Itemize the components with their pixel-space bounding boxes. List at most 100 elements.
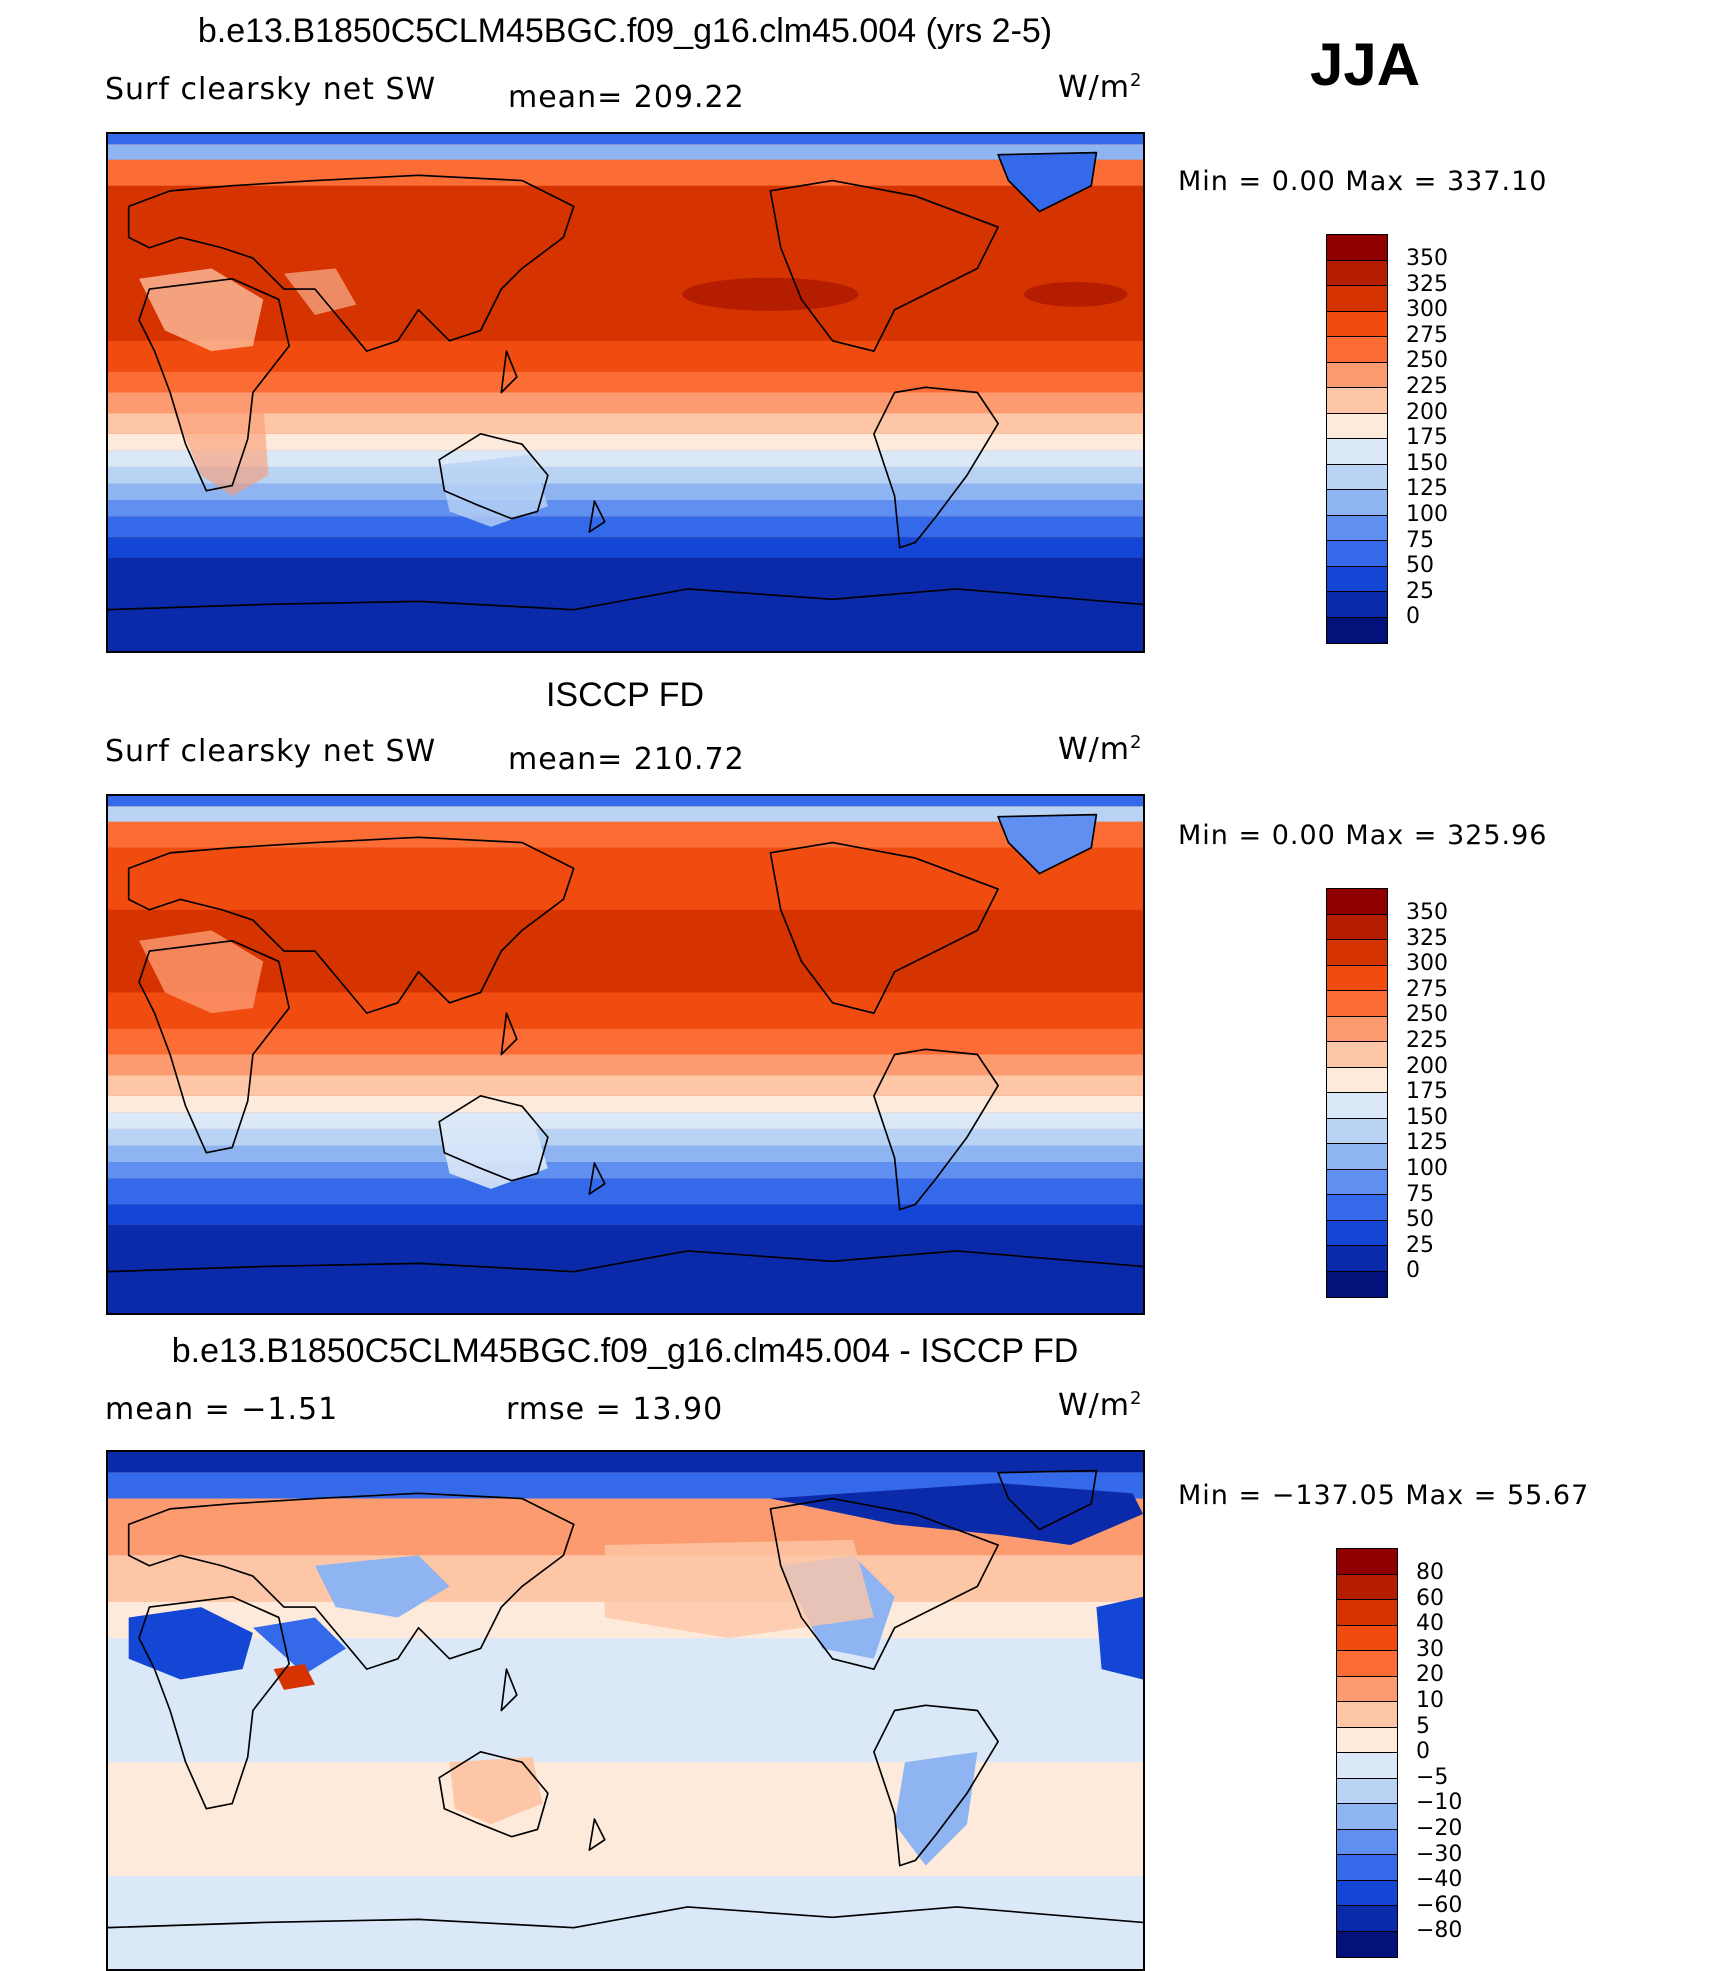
colorbar-swatch <box>1337 1804 1397 1830</box>
colorbar-tick-label: 100 <box>1406 1156 1448 1181</box>
colorbar-tick-label: 10 <box>1416 1688 1444 1713</box>
colorbar-swatch <box>1327 311 1387 337</box>
colorbar-tick-label: 50 <box>1406 1207 1434 1233</box>
colorbar-swatch <box>1337 1574 1397 1600</box>
panel-1-map-field <box>108 134 1143 651</box>
colorbar-swatch <box>1337 1651 1397 1677</box>
colorbar-swatch <box>1337 1702 1397 1728</box>
panel-2-units: W/m2 <box>1058 732 1143 767</box>
colorbar-tick-label: 0 <box>1406 1258 1420 1284</box>
colorbar-tick-label: 200 <box>1406 399 1448 425</box>
colorbar-swatch <box>1327 1093 1387 1119</box>
panel-3-mean-label: mean = −1.51 <box>105 1392 339 1427</box>
colorbar-swatch <box>1327 1144 1387 1170</box>
colorbar-swatch <box>1327 1016 1387 1042</box>
colorbar-swatch <box>1327 1118 1387 1144</box>
panel-1-units: W/m2 <box>1058 70 1143 105</box>
colorbar-swatch <box>1327 1246 1387 1272</box>
colorbar-tick-label: 325 <box>1406 271 1448 297</box>
colorbar-tick-label: 80 <box>1416 1560 1444 1585</box>
colorbar-swatch <box>1337 1625 1397 1651</box>
panel-1-map <box>106 132 1145 653</box>
colorbar-tick-label: 350 <box>1406 900 1448 925</box>
colorbar-swatch <box>1327 566 1387 592</box>
colorbar-swatch <box>1337 1855 1397 1881</box>
colorbar-tick-label: 275 <box>1406 976 1448 1002</box>
colorbar-swatch <box>1327 1195 1387 1221</box>
colorbar-swatch <box>1327 940 1387 966</box>
panel-2-min-max: Min = 0.00 Max = 325.96 <box>1178 820 1548 851</box>
colorbar-swatch <box>1327 617 1387 643</box>
panel-2-title: ISCCP FD <box>545 676 705 714</box>
colorbar-swatch <box>1337 1931 1397 1957</box>
panel-1-title: b.e13.B1850C5CLM45BGC.f09_g16.clm45.004 … <box>197 12 1053 50</box>
colorbar-swatch <box>1327 439 1387 465</box>
colorbar-tick-label: 20 <box>1416 1662 1444 1688</box>
panel-3-rmse-label: rmse = 13.90 <box>506 1392 724 1427</box>
colorbar-swatch <box>1327 413 1387 439</box>
colorbar-tick-label: 40 <box>1416 1611 1444 1637</box>
colorbar-swatch <box>1327 1220 1387 1246</box>
panel-1-colorbar <box>1326 234 1388 644</box>
colorbar-tick-label: 50 <box>1406 553 1434 579</box>
panel-3-units: W/m2 <box>1058 1388 1143 1423</box>
colorbar-tick-label: 250 <box>1406 1002 1448 1028</box>
colorbar-swatch <box>1327 592 1387 618</box>
colorbar-tick-label: 125 <box>1406 476 1448 502</box>
colorbar-tick-label: 60 <box>1416 1585 1444 1611</box>
colorbar-swatch <box>1337 1549 1397 1575</box>
colorbar-tick-label: 75 <box>1406 527 1434 553</box>
colorbar-swatch <box>1337 1727 1397 1753</box>
colorbar-swatch <box>1327 515 1387 541</box>
colorbar-swatch <box>1337 1880 1397 1906</box>
panel-2-map-field <box>108 796 1143 1313</box>
colorbar-swatch <box>1327 490 1387 516</box>
colorbar-swatch <box>1327 1169 1387 1195</box>
colorbar-tick-label: 75 <box>1406 1181 1434 1207</box>
colorbar-tick-label: 0 <box>1416 1739 1430 1765</box>
colorbar-tick-label: −40 <box>1416 1867 1463 1893</box>
colorbar-tick-label: 25 <box>1406 1232 1434 1258</box>
season-label: JJA <box>1310 31 1421 98</box>
colorbar-tick-label: 225 <box>1406 1028 1448 1053</box>
colorbar-tick-label: 300 <box>1406 297 1448 323</box>
panel-3-map <box>106 1450 1145 1971</box>
colorbar-tick-label: 30 <box>1416 1636 1444 1662</box>
colorbar-tick-label: 100 <box>1406 502 1448 527</box>
colorbar-swatch <box>1327 1042 1387 1068</box>
panel-2-colorbar <box>1326 888 1388 1298</box>
colorbar-swatch <box>1327 286 1387 312</box>
colorbar-tick-label: −60 <box>1416 1892 1463 1918</box>
colorbar-swatch <box>1337 1676 1397 1702</box>
colorbar-swatch <box>1327 914 1387 940</box>
colorbar-swatch <box>1327 1067 1387 1093</box>
colorbar-tick-label: 150 <box>1406 1104 1448 1130</box>
panel-2-map <box>106 794 1145 1315</box>
panel-3-title: b.e13.B1850C5CLM45BGC.f09_g16.clm45.004 … <box>171 1332 1079 1370</box>
colorbar-tick-label: 300 <box>1406 951 1448 977</box>
colorbar-tick-label: 175 <box>1406 1079 1448 1105</box>
panel-3-colorbar <box>1336 1548 1398 1958</box>
colorbar-swatch <box>1327 260 1387 286</box>
colorbar-tick-label: 5 <box>1416 1713 1430 1739</box>
panel-3-map-field <box>108 1452 1143 1969</box>
colorbar-tick-label: 350 <box>1406 246 1448 271</box>
panel-1-variable-label: Surf clearsky net SW <box>105 72 437 107</box>
colorbar-swatch <box>1327 464 1387 490</box>
colorbar-swatch <box>1327 388 1387 414</box>
colorbar-swatch <box>1327 235 1387 261</box>
panel-1-mean-label: mean= 209.22 <box>508 80 745 115</box>
colorbar-swatch <box>1327 965 1387 991</box>
colorbar-tick-label: 275 <box>1406 322 1448 348</box>
colorbar-tick-label: 175 <box>1406 425 1448 451</box>
colorbar-swatch <box>1327 362 1387 388</box>
colorbar-tick-label: −20 <box>1416 1816 1463 1841</box>
colorbar-tick-label: −30 <box>1416 1841 1463 1867</box>
colorbar-swatch <box>1337 1906 1397 1932</box>
colorbar-tick-label: 0 <box>1406 604 1420 630</box>
colorbar-swatch <box>1327 541 1387 567</box>
panel-1-min-max: Min = 0.00 Max = 337.10 <box>1178 166 1548 197</box>
colorbar-tick-label: 250 <box>1406 348 1448 374</box>
panel-3-min-max: Min = −137.05 Max = 55.67 <box>1178 1480 1590 1511</box>
colorbar-swatch <box>1327 1271 1387 1297</box>
